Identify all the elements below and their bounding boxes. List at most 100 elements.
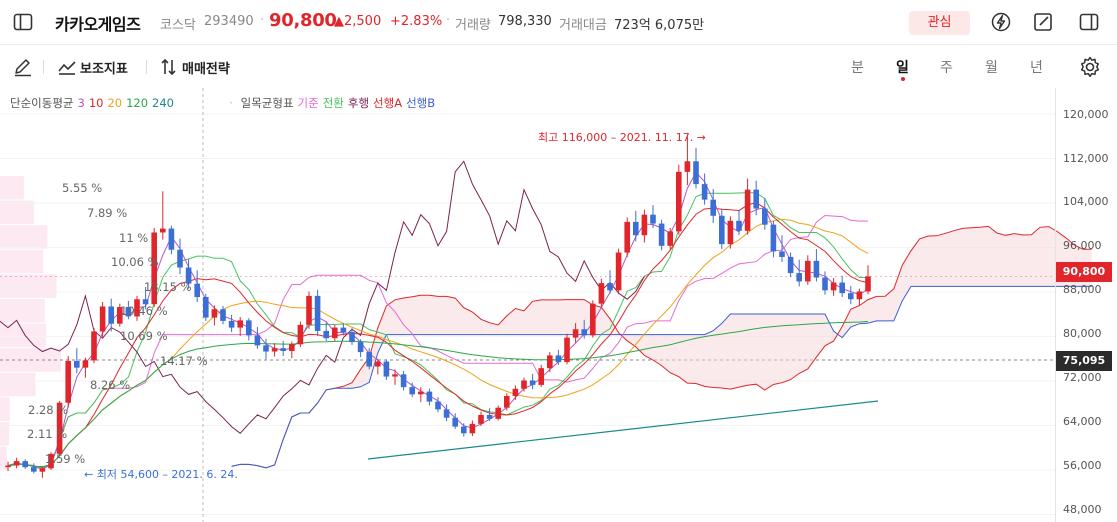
candle-body [56, 402, 63, 454]
ma-240-line [367, 400, 879, 460]
candle-body [203, 297, 209, 318]
candle-body [684, 161, 691, 172]
candle-body [667, 231, 673, 246]
volume-profile-label: 2.28 % [28, 403, 69, 417]
period-week[interactable]: 주 [940, 60, 953, 76]
candle-body [65, 360, 71, 403]
ma-legend-item[interactable]: 120 [126, 96, 149, 110]
candle-body [770, 224, 777, 252]
candle-body [289, 344, 295, 351]
candle-body [452, 417, 458, 427]
y-tick-label: 56,000 [1063, 459, 1102, 472]
ichimoku-legend-item[interactable]: 선행B [406, 96, 436, 110]
ma-legend-item[interactable]: 3 [77, 96, 85, 110]
candle-body [753, 189, 759, 209]
ichimoku-legend-item[interactable]: 전환 [322, 96, 344, 110]
candle-body [246, 320, 252, 336]
high-price-annotation: 최고 116,000 – 2021. 11. 17. → [538, 131, 706, 144]
volume-profile-bar [0, 372, 36, 397]
candle-body [22, 461, 28, 468]
volume-profile-label: 7.89 % [87, 206, 128, 220]
candle-body [719, 215, 725, 245]
separator-dot: · [446, 13, 451, 28]
candle-body [504, 396, 510, 408]
candle-body [82, 360, 89, 368]
candle-body [736, 220, 742, 231]
candle-body [744, 189, 751, 231]
crosshair-price-tag: 75,095 [1056, 351, 1112, 371]
candle-body [607, 283, 613, 291]
candle-body [91, 331, 97, 361]
ichimoku-legend-item[interactable]: 후행 [347, 96, 370, 110]
chart-legend: 단순이동평균 3 10 20 120 240 · 일목균형표 기준 전환 후행 선행A 선행B [10, 95, 439, 111]
candle-body [581, 329, 587, 336]
candle-body [392, 374, 398, 377]
ma-legend-item[interactable]: 20 [107, 96, 123, 110]
ma-legend-item[interactable]: 10 [88, 96, 104, 110]
candle-body [701, 184, 708, 200]
candle-body [805, 260, 811, 282]
ichimoku-legend-item[interactable]: 선행A [373, 96, 403, 110]
indicator-button[interactable]: 보조지표 [58, 55, 128, 79]
ichimoku-legend-title: 일목균형표 [240, 96, 294, 110]
toolbar-divider [43, 60, 44, 74]
gear-icon[interactable] [1078, 55, 1102, 79]
volume-profile-label: 11 % [119, 231, 149, 245]
candle-body [856, 291, 863, 300]
legend-separator: · [229, 96, 233, 110]
candle-body [590, 303, 596, 336]
candle-body [185, 267, 192, 284]
volume-profile-label: 2.11 % [27, 427, 68, 441]
period-year[interactable]: 년 [1030, 60, 1043, 76]
candle-body [555, 355, 562, 363]
candle-body [486, 414, 493, 419]
volume-value: 798,330 [498, 14, 552, 29]
ichimoku-legend-item[interactable]: 기준 [297, 96, 319, 110]
candle-body [865, 276, 871, 292]
candle-body [134, 299, 140, 317]
candle-body [375, 361, 381, 367]
candle-body [263, 345, 269, 352]
period-month[interactable]: 월 [985, 60, 998, 76]
candle-body [271, 348, 278, 352]
volume-profile-label: 8.26 % [90, 378, 131, 392]
lightning-icon[interactable] [990, 11, 1012, 33]
volume-profile-bar [0, 176, 24, 200]
edit-icon[interactable] [1032, 11, 1054, 33]
watchlist-button[interactable]: 관심 [909, 11, 970, 35]
indicator-icon [58, 61, 76, 75]
candle-body [306, 295, 312, 325]
candle-body [658, 223, 665, 246]
candle-body [813, 260, 820, 278]
volume-profile-bar [0, 200, 34, 225]
sidebar-toggle-icon[interactable] [12, 11, 34, 33]
candle-body [220, 309, 226, 321]
candlestick-chart[interactable] [0, 88, 1117, 522]
candle-body [796, 273, 802, 282]
volume-profile-bar [0, 397, 10, 421]
candle-body [710, 199, 716, 216]
trade-strategy-label: 매매전략 [182, 61, 230, 77]
volume-profile-bar [0, 323, 46, 348]
candle-body [237, 320, 243, 328]
ma-120-line [7, 321, 869, 468]
y-tick-label: 72,000 [1063, 371, 1102, 384]
y-tick-label: 88,000 [1063, 283, 1102, 296]
volume-profile-bar [0, 249, 44, 274]
pencil-icon[interactable] [12, 56, 34, 78]
ma-legend-title: 단순이동평균 [10, 96, 74, 110]
candle-body [211, 309, 218, 318]
trade-strategy-button[interactable]: 매매전략 [160, 55, 230, 79]
candle-body [31, 467, 37, 472]
candle-body [383, 361, 390, 377]
candle-body [779, 251, 785, 257]
ma-legend-item[interactable]: 240 [152, 96, 174, 110]
y-tick-label: 120,000 [1063, 108, 1109, 121]
period-day[interactable]: 일 [896, 60, 909, 76]
y-tick-label: 112,000 [1063, 152, 1109, 165]
candle-body [280, 348, 286, 351]
candle-body [332, 327, 338, 339]
split-view-icon[interactable] [1078, 11, 1100, 33]
period-minute[interactable]: 분 [851, 60, 864, 76]
y-tick-label: 96,000 [1063, 239, 1102, 252]
